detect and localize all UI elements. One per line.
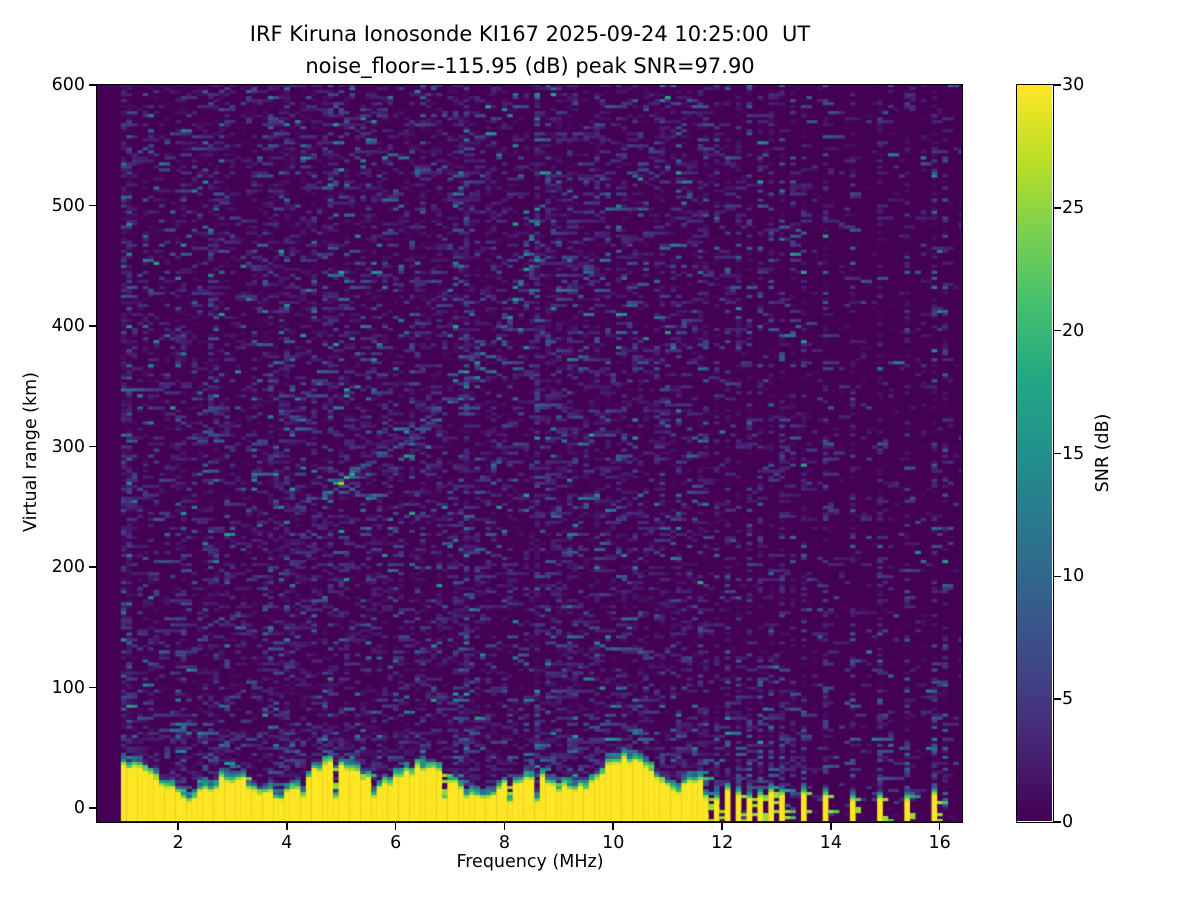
- colorbar: [1016, 84, 1054, 823]
- y-tick-label: 400: [51, 316, 85, 336]
- x-tick-label: 12: [710, 833, 734, 853]
- y-tick: [89, 566, 96, 568]
- colorbar-tick: [1054, 821, 1061, 823]
- colorbar-tick: [1054, 575, 1061, 578]
- colorbar-tick: [1054, 84, 1061, 86]
- y-tick: [89, 445, 96, 448]
- x-tick-label: 2: [172, 833, 184, 853]
- chart-title: IRF Kiruna Ionosonde KI167 2025-09-24 10…: [249, 22, 811, 46]
- y-tick: [89, 807, 96, 809]
- colorbar-canvas: [1017, 85, 1052, 821]
- x-tick: [830, 823, 832, 830]
- y-tick-label: 0: [73, 798, 85, 819]
- x-axis-label: Frequency (MHz): [456, 852, 604, 872]
- x-tick-label: 16: [928, 833, 951, 853]
- colorbar-tick: [1054, 698, 1061, 700]
- colorbar-tick: [1054, 207, 1061, 209]
- x-tick: [612, 823, 615, 830]
- colorbar-tick-label: 15: [1062, 443, 1085, 464]
- plot-area: [96, 84, 963, 823]
- colorbar-tick: [1054, 452, 1061, 455]
- x-tick: [938, 823, 941, 830]
- x-tick-label: 10: [602, 833, 625, 853]
- colorbar-tick-label: 30: [1062, 75, 1085, 95]
- x-tick: [721, 823, 723, 830]
- y-tick-label: 600: [51, 75, 85, 95]
- colorbar-tick: [1054, 329, 1061, 332]
- x-tick: [394, 823, 397, 830]
- x-tick-label: 14: [819, 833, 843, 853]
- colorbar-tick-label: 10: [1062, 566, 1085, 587]
- x-tick-label: 6: [390, 833, 402, 853]
- y-tick-label: 200: [51, 557, 85, 577]
- y-tick-label: 300: [51, 436, 85, 457]
- y-tick: [89, 325, 96, 327]
- x-tick: [177, 823, 179, 830]
- y-tick: [89, 204, 96, 207]
- y-tick: [89, 84, 96, 86]
- chart-subtitle: noise_floor=-115.95 (dB) peak SNR=97.90: [305, 54, 755, 78]
- x-tick-label: 8: [498, 833, 511, 853]
- x-tick: [286, 823, 288, 830]
- colorbar-tick-label: 0: [1062, 812, 1074, 832]
- y-tick-label: 100: [51, 677, 85, 698]
- colorbar-label: SNR (dB): [1093, 413, 1113, 493]
- x-tick: [503, 823, 506, 830]
- y-tick: [89, 686, 96, 689]
- colorbar-tick-label: 5: [1062, 689, 1074, 710]
- heatmap-canvas: [97, 85, 961, 821]
- y-axis-label: Virtual range (km): [21, 371, 41, 533]
- x-tick-label: 4: [281, 833, 293, 853]
- y-tick-label: 500: [51, 195, 85, 216]
- colorbar-tick-label: 20: [1062, 320, 1085, 341]
- colorbar-tick-label: 25: [1062, 197, 1085, 218]
